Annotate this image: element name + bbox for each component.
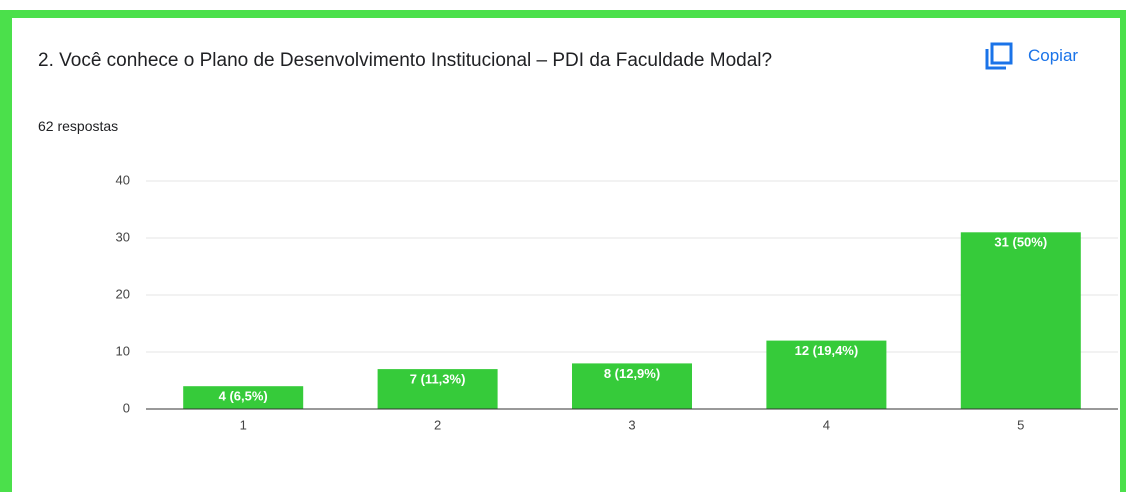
- response-count: 62 respostas: [38, 118, 119, 134]
- copy-icon: [985, 42, 1013, 70]
- x-tick-label: 2: [434, 417, 441, 432]
- bar: [960, 232, 1081, 409]
- x-tick-label: 4: [823, 417, 830, 432]
- data-label: 12 (19,4%): [795, 343, 859, 358]
- card: [0, 10, 1126, 492]
- y-tick-label: 0: [123, 400, 130, 415]
- bar: [183, 386, 304, 409]
- bar: [377, 369, 498, 409]
- data-label: 4 (6,5%): [219, 389, 268, 404]
- data-label: 31 (50%): [994, 235, 1047, 250]
- data-label: 8 (12,9%): [604, 366, 660, 381]
- bar: [766, 340, 887, 409]
- x-tick-label: 3: [628, 417, 635, 432]
- question-title: 2. Você conhece o Plano de Desenvolvimen…: [38, 50, 773, 71]
- data-label: 7 (11,3%): [410, 372, 466, 387]
- y-tick-label: 40: [116, 172, 130, 187]
- bar: [572, 363, 692, 409]
- x-tick-label: 1: [240, 417, 247, 432]
- y-tick-label: 30: [116, 229, 130, 244]
- y-tick-label: 10: [116, 343, 130, 358]
- copy-button[interactable]: Copiar: [984, 42, 1078, 70]
- y-tick-label: 20: [116, 286, 130, 301]
- x-tick-label: 5: [1017, 417, 1024, 432]
- copy-label: Copiar: [1028, 46, 1079, 65]
